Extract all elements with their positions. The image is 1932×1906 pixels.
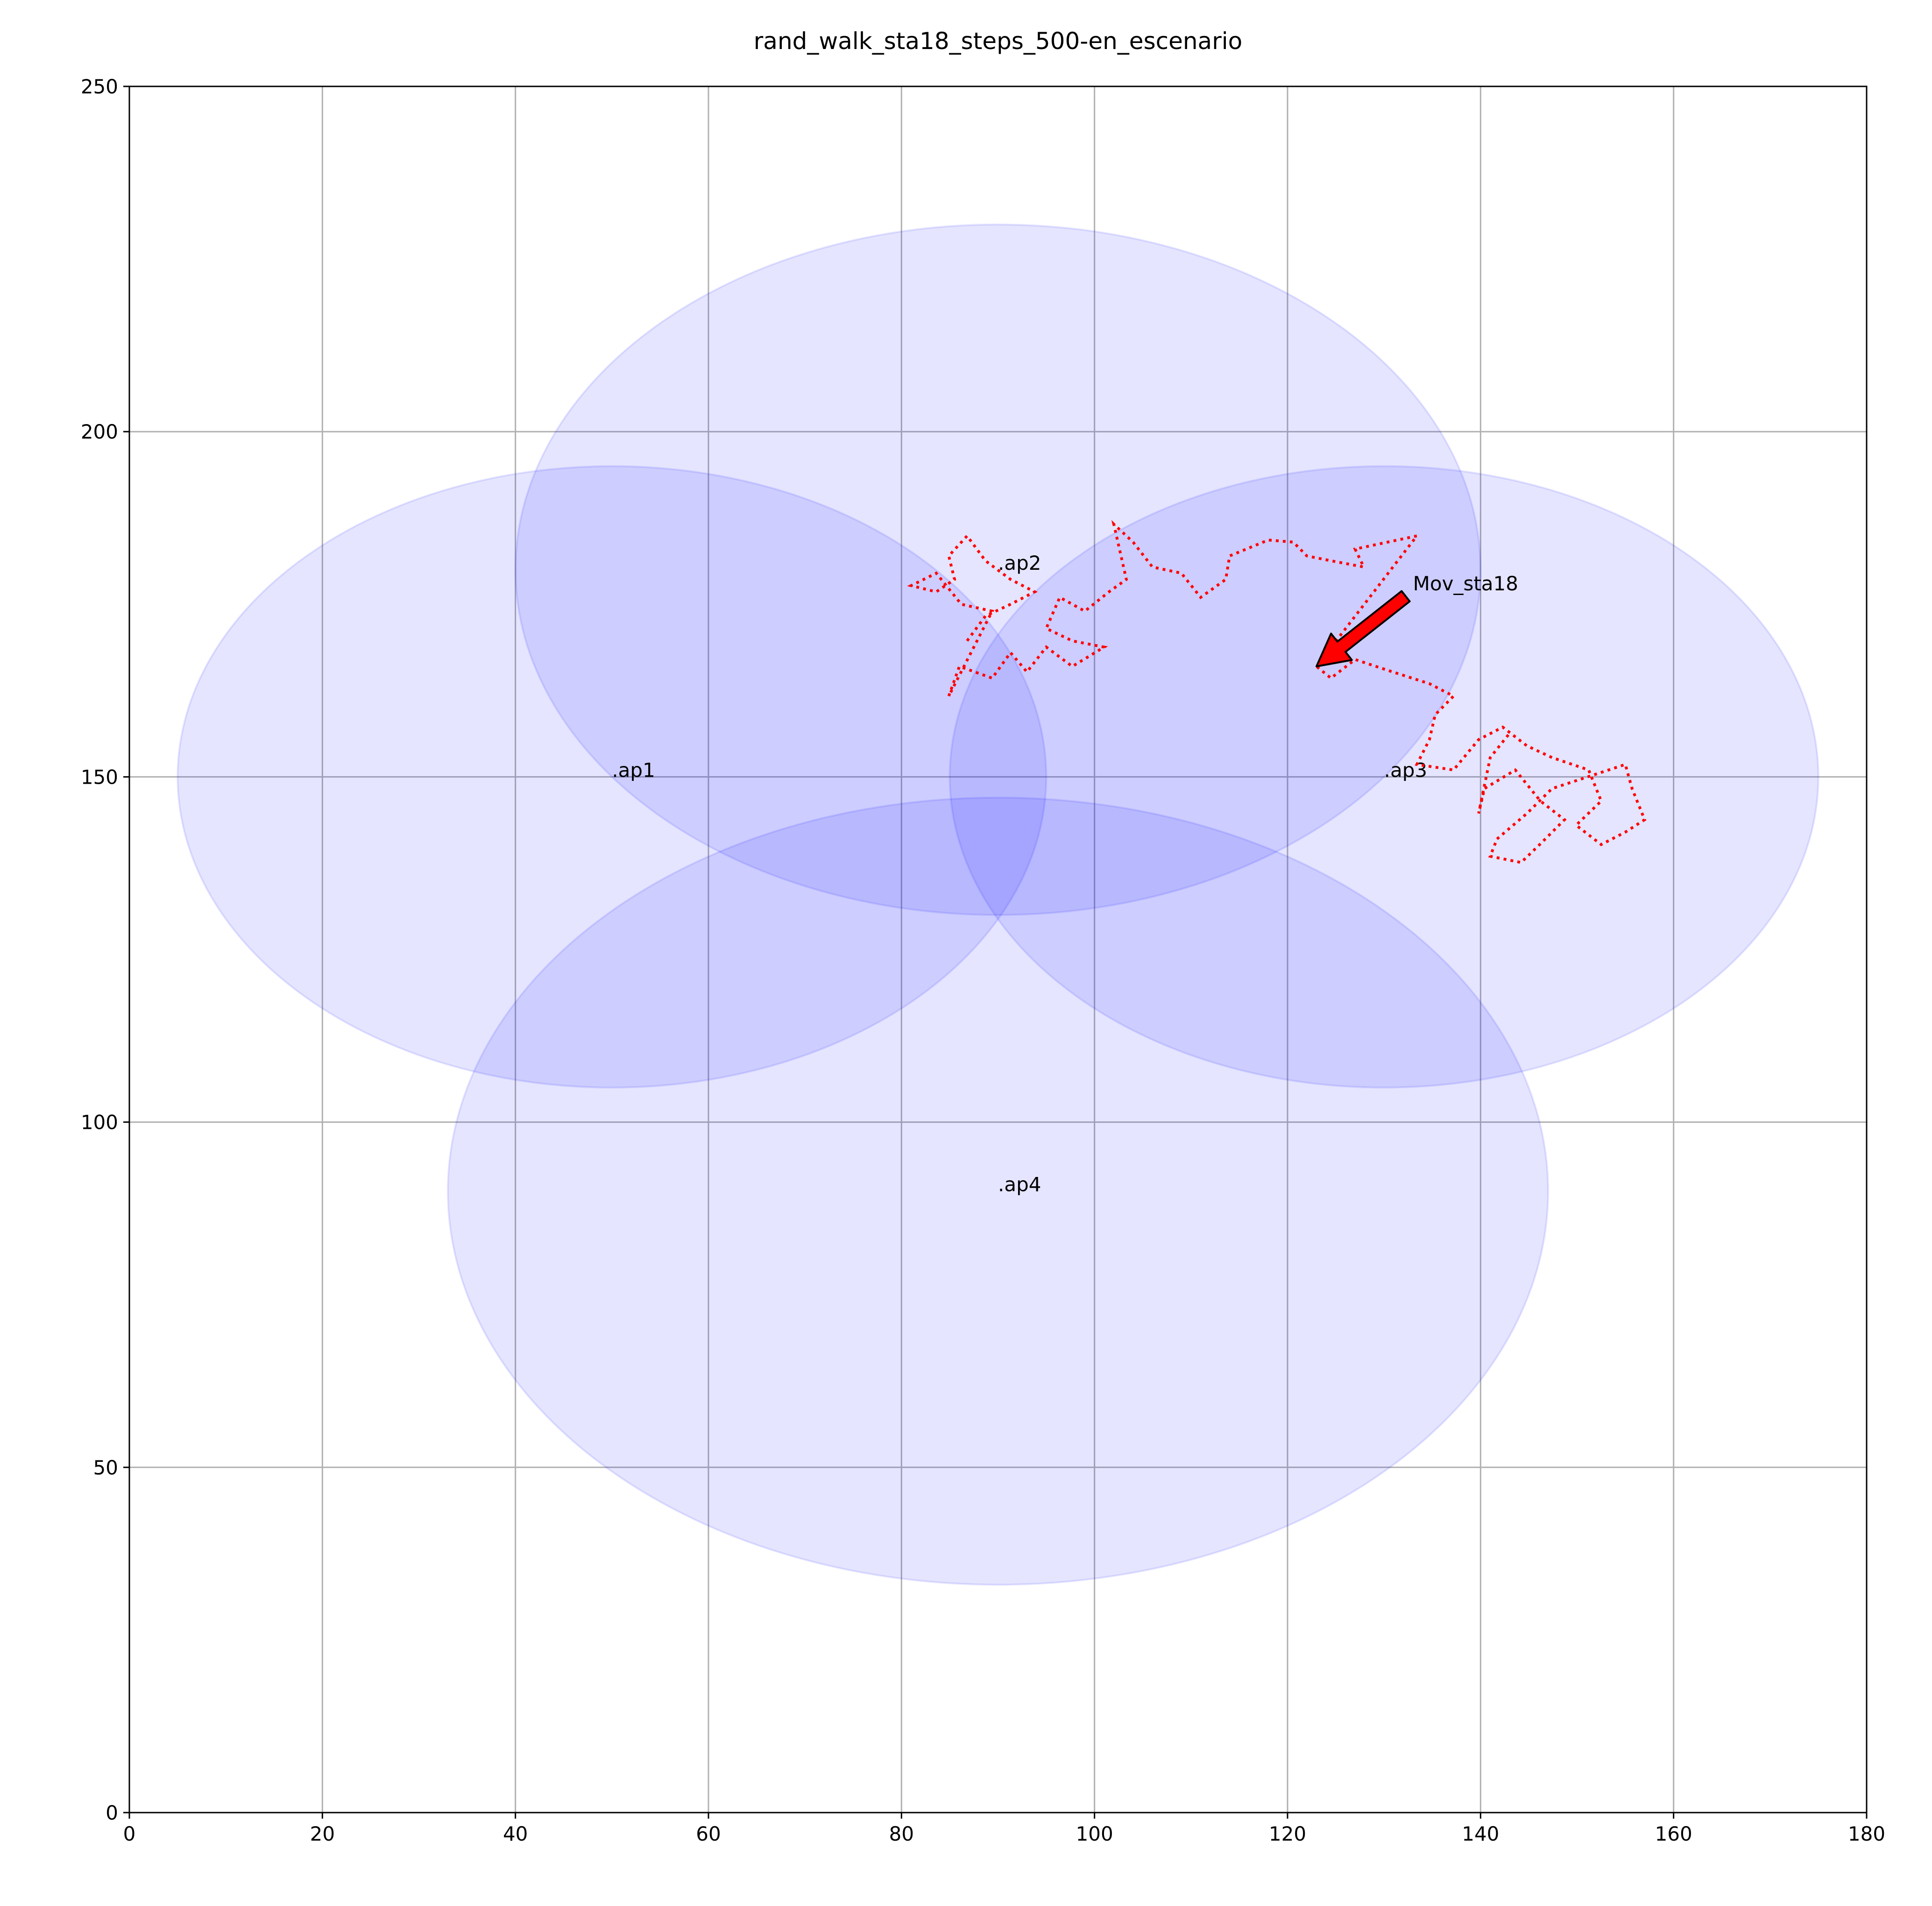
coverage-area: [177, 465, 1047, 1089]
x-tick-label: 180: [1848, 1822, 1885, 1845]
x-tick-label: 140: [1462, 1822, 1499, 1845]
annotation-text: Mov_sta18: [1413, 572, 1518, 595]
x-tick-label: 120: [1269, 1822, 1306, 1845]
ap-label: .ap3: [1384, 758, 1427, 781]
ap-label: .ap1: [612, 758, 655, 781]
axes-frame: [128, 85, 1868, 1814]
ap-label: .ap4: [998, 1173, 1041, 1196]
x-tick-label: 40: [503, 1822, 528, 1845]
x-tick-label: 80: [889, 1822, 914, 1845]
x-tick-label: 60: [696, 1822, 721, 1845]
annotation-arrow: [1316, 590, 1411, 667]
trajectory: [907, 520, 1647, 864]
y-tick-label: 100: [81, 1111, 118, 1134]
coverage-area: [447, 796, 1549, 1586]
x-tick-label: 160: [1655, 1822, 1692, 1845]
y-tick-label: 50: [93, 1456, 118, 1479]
x-tick-label: 100: [1076, 1822, 1113, 1845]
x-tick-label: 20: [310, 1822, 335, 1845]
chart-title: rand_walk_sta18_steps_500-en_escenario: [754, 28, 1242, 55]
y-tick-label: 0: [106, 1801, 118, 1824]
y-tick-label: 150: [81, 765, 118, 788]
y-tick-label: 200: [81, 420, 118, 443]
coverage-area: [948, 465, 1819, 1089]
y-tick-label: 250: [81, 75, 118, 98]
ap-label: .ap2: [998, 552, 1041, 574]
x-tick-label: 0: [123, 1822, 136, 1845]
